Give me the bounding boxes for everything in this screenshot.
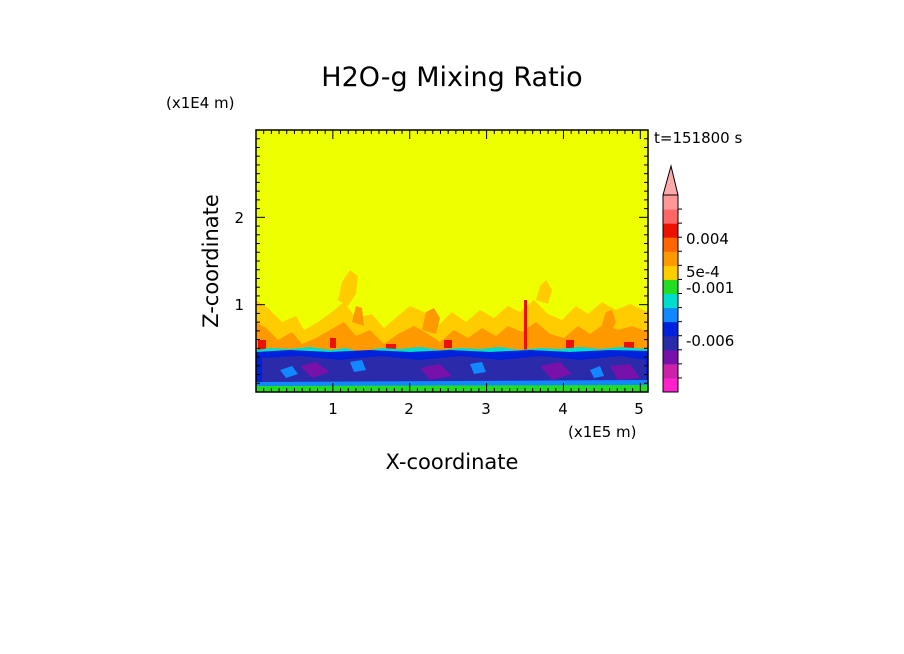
colorbar-overflow-arrow [662,164,679,196]
x-tick-label: 5 [634,400,644,418]
colorbar-segment [663,265,678,280]
colorbar-segment [663,321,678,337]
x-unit-label: (x1E5 m) [568,423,637,441]
x-axis-label: X-coordinate [386,450,519,474]
x-ticks [255,130,649,392]
colorbar-segment [663,349,678,365]
colorbar-segment [663,223,678,238]
y-axis-label: Z-coordinate [199,194,223,328]
colorbar-segment [663,335,678,351]
lower-layer [256,347,648,392]
colorbar-segment [663,307,678,323]
y-unit-label: (x1E4 m) [166,94,235,112]
contour-field [256,130,648,392]
x-tick-label: 1 [328,400,338,418]
colorbar-segment [663,279,678,294]
colorbar-segment [663,195,678,210]
colorbar-segment [663,363,678,379]
colorbar-label: 0.004 [686,230,729,248]
colorbar-label: 5e-4 [686,263,720,281]
colorbar-segment [663,251,678,266]
plume-layer-red [258,300,634,352]
colorbar-segments [663,195,682,393]
y-tick-label: 2 [234,209,244,227]
time-label: t=151800 s [654,129,742,147]
x-tick-labels: 1 2 3 4 5 [328,400,644,418]
x-tick-label: 4 [558,400,568,418]
colorbar-segment [663,293,678,309]
colorbar-label: -0.006 [686,332,734,350]
x-tick-label: 3 [481,400,491,418]
y-ticks [256,129,648,393]
colorbar-label: -0.001 [686,279,734,297]
x-tick-label: 2 [404,400,414,418]
y-tick-label: 1 [234,296,244,314]
colorbar-segment [663,209,678,224]
chart-title: H2O-g Mixing Ratio [321,62,582,93]
colorbar-segment [663,237,678,252]
colorbar: 0.004 5e-4 -0.001 -0.006 [662,164,734,393]
colorbar-frame [662,194,679,393]
colorbar-segment [663,377,678,393]
y-tick-labels: 1 2 [234,209,244,314]
